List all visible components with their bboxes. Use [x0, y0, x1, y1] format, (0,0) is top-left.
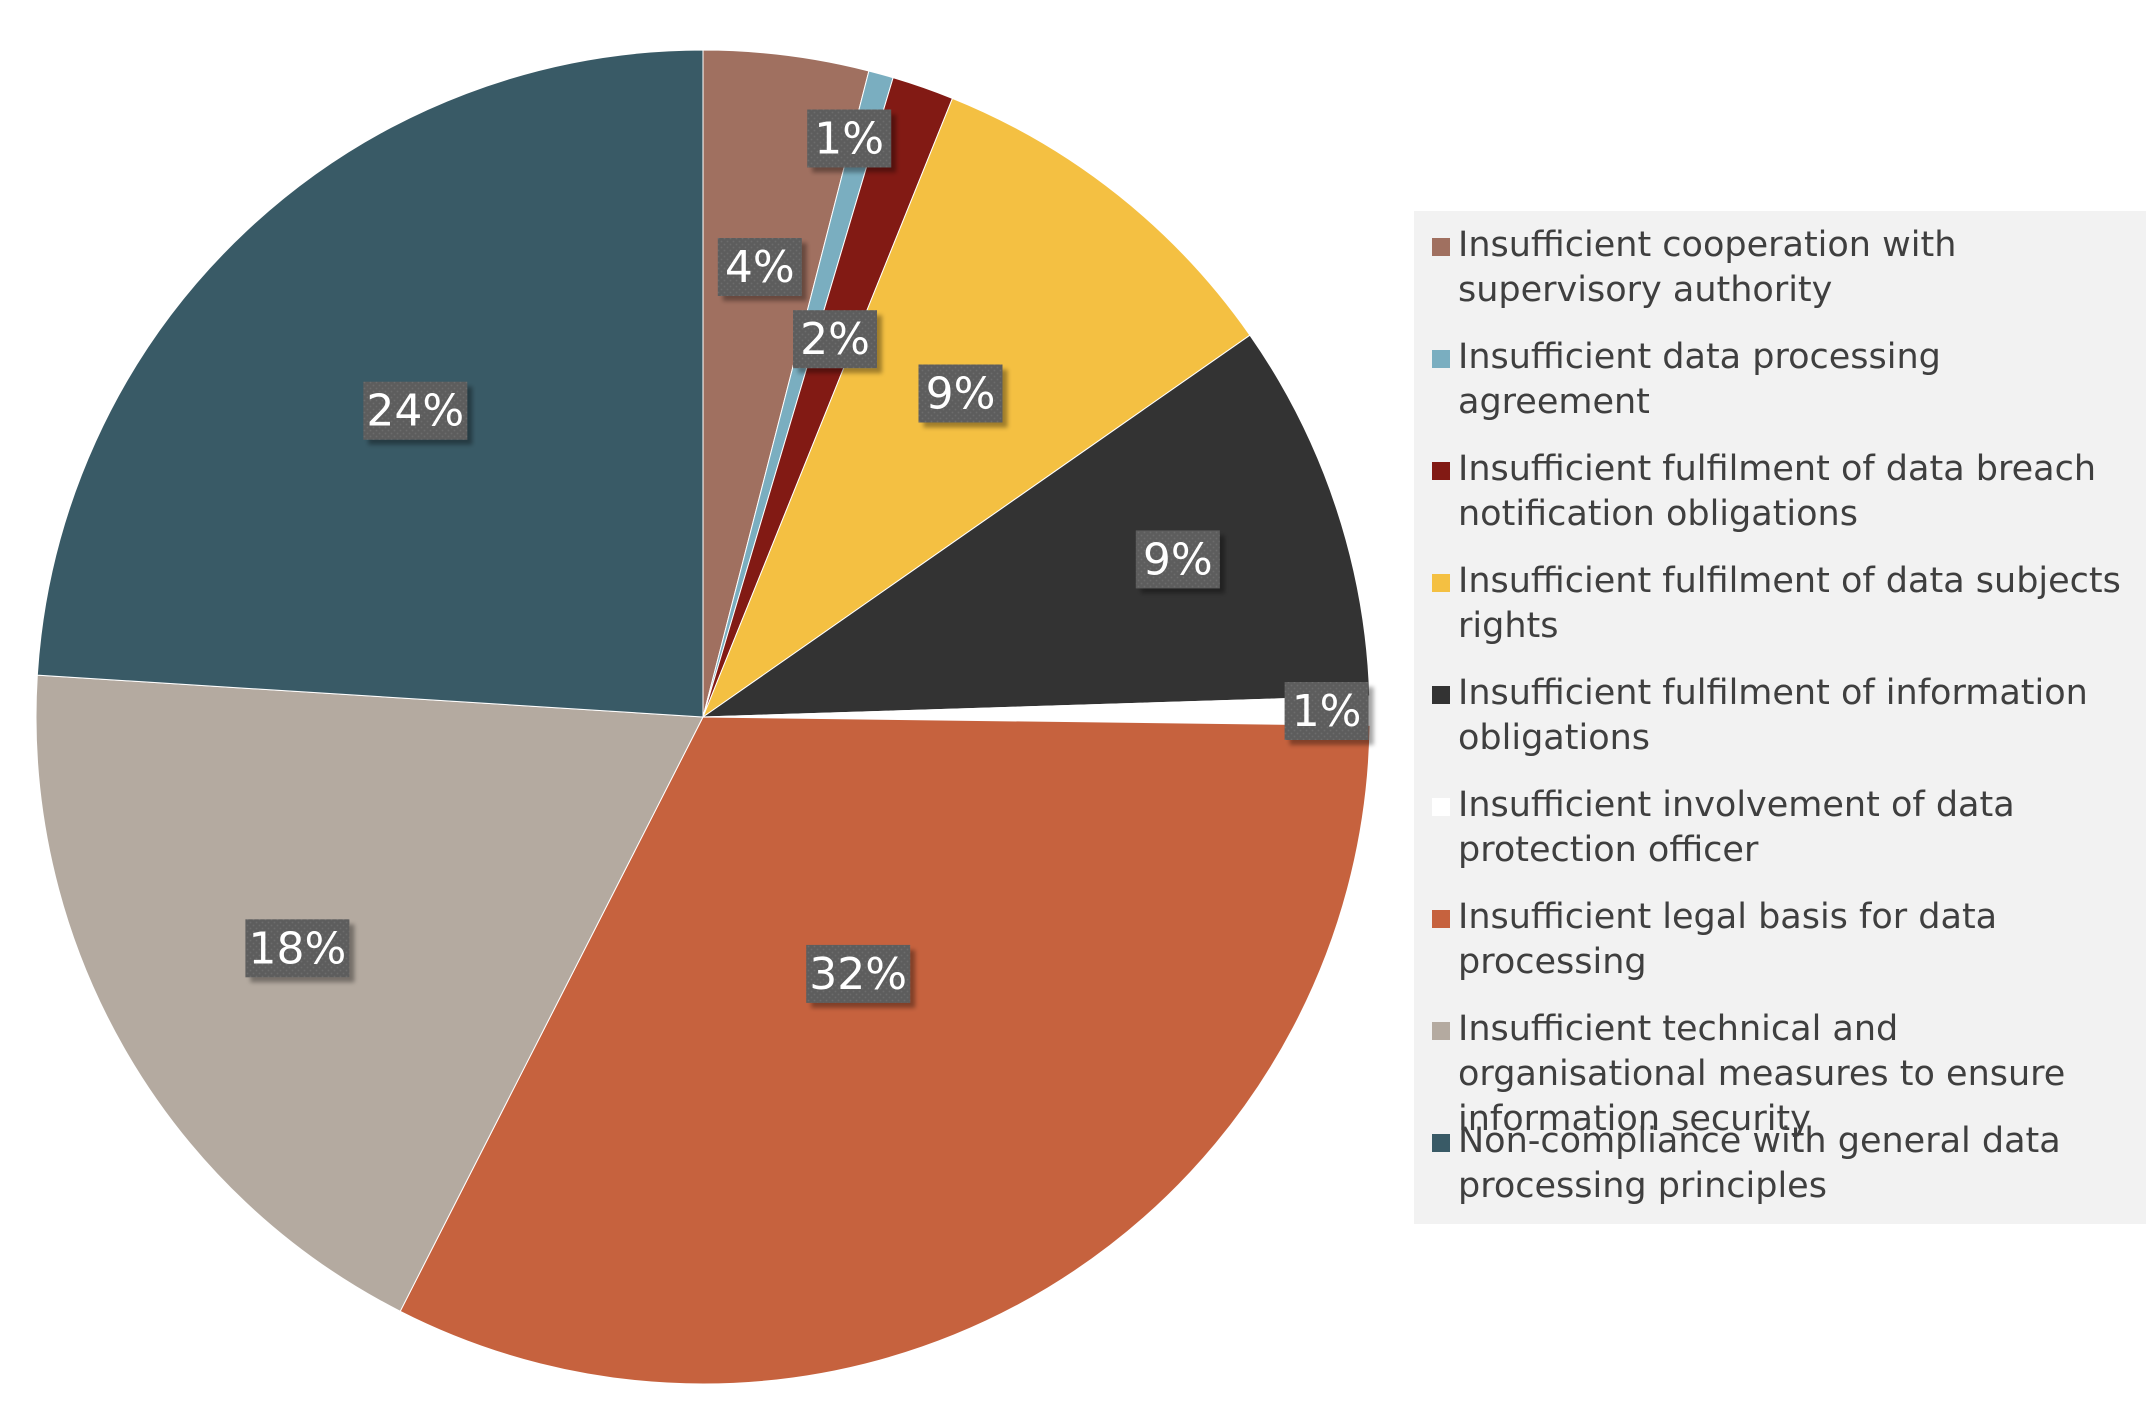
data-label-box — [717, 238, 802, 296]
legend-item: Insufficient fulfilment of information o… — [1432, 671, 2140, 761]
legend-label: Insufficient fulfilment of data breach n… — [1458, 449, 2097, 534]
legend-item: Insufficient involvement of data protect… — [1432, 783, 2140, 873]
pie-data-label: 18% — [245, 919, 350, 978]
legend-swatch — [1432, 462, 1450, 480]
legend-label: Insufficient fulfilment of information o… — [1458, 673, 2088, 758]
legend-swatch — [1432, 1022, 1450, 1040]
legend-label: Insufficient data processing agreement — [1458, 337, 1941, 422]
pie-slices — [35, 49, 1371, 1385]
legend-swatch — [1432, 798, 1450, 816]
legend-swatch — [1432, 350, 1450, 368]
pie-data-label: 1% — [807, 109, 892, 168]
legend-label: Insufficient cooperation with supervisor… — [1458, 225, 1957, 310]
legend-item: Insufficient cooperation with supervisor… — [1432, 223, 2140, 313]
pie-slice — [399, 716, 1371, 1385]
data-label-text: 4% — [725, 242, 795, 293]
legend: Insufficient cooperation with supervisor… — [1414, 211, 2146, 1224]
data-label-text: 1% — [814, 114, 884, 165]
legend-swatch — [1432, 686, 1450, 704]
legend-item: Insufficient fulfilment of data breach n… — [1432, 447, 2140, 537]
data-label-box — [245, 919, 350, 978]
data-label-box — [363, 381, 468, 440]
data-label-text: 32% — [809, 949, 907, 1000]
legend-label: Insufficient technical and organisationa… — [1458, 1009, 2066, 1139]
data-label-box — [807, 109, 892, 168]
data-label-box — [793, 310, 877, 369]
data-label-text: 2% — [800, 314, 870, 365]
pie-data-label: 32% — [806, 944, 911, 1003]
data-label-box — [1135, 530, 1220, 589]
pie-data-label: 2% — [793, 310, 877, 369]
legend-label: Insufficient involvement of data protect… — [1458, 785, 2015, 870]
legend-swatch — [1432, 574, 1450, 592]
data-label-box — [918, 364, 1003, 423]
data-label-text: 24% — [366, 386, 464, 437]
pie-data-labels: 4% 1% 2% 9% 9% 1% 32% 18% 24% — [245, 109, 1369, 1003]
legend-swatch — [1432, 238, 1450, 256]
data-label-text: 9% — [926, 369, 996, 420]
pie-data-label: 9% — [1135, 530, 1220, 589]
legend-item: Insufficient technical and organisationa… — [1432, 1007, 2140, 1142]
legend-item: Insufficient legal basis for data proces… — [1432, 895, 2140, 985]
pie-data-label: 4% — [717, 238, 802, 296]
data-label-box — [1284, 682, 1369, 740]
data-label-text: 18% — [249, 923, 347, 974]
legend-item: Non-compliance with general data process… — [1432, 1119, 2140, 1209]
pie-data-label: 24% — [363, 381, 468, 440]
pie-slice — [701, 334, 1371, 718]
legend-item: Insufficient data processing agreement — [1432, 335, 2140, 425]
data-label-text: 9% — [1143, 534, 1213, 585]
pie-data-label: 1% — [1284, 682, 1369, 740]
legend-item: Insufficient fulfilment of data subjects… — [1432, 559, 2140, 649]
legend-swatch — [1432, 910, 1450, 928]
legend-swatch — [1432, 1134, 1450, 1152]
pie-slice — [35, 674, 704, 1312]
legend-label: Non-compliance with general data process… — [1458, 1121, 2061, 1206]
data-label-box — [806, 944, 911, 1003]
legend-label: Insufficient fulfilment of data subjects… — [1458, 561, 2121, 646]
data-label-text: 1% — [1292, 686, 1362, 737]
legend-label: Insufficient legal basis for data proces… — [1458, 897, 1998, 982]
pie-data-label: 9% — [918, 364, 1003, 423]
